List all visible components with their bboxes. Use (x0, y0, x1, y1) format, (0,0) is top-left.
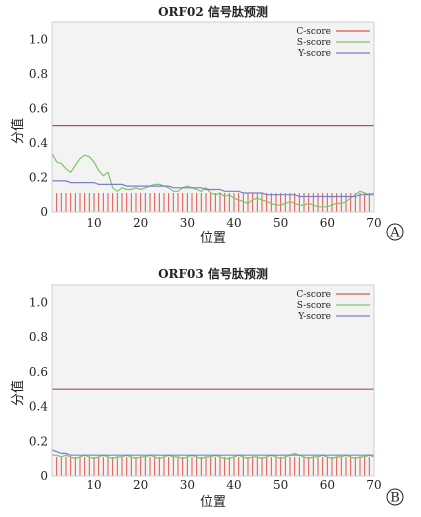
legend-label: Y-score (297, 312, 331, 322)
plot-frame (51, 284, 375, 477)
x-tick-label: 40 (226, 478, 241, 492)
y-tick-label: 0.6 (29, 101, 48, 115)
x-tick-label: 30 (180, 478, 195, 492)
y-tick-label: 1.0 (29, 32, 48, 46)
panel-mark-circle (386, 223, 404, 241)
y-axis-label: 分值 (10, 380, 26, 406)
y-tick-label: 0 (40, 469, 48, 483)
x-tick-label: 50 (273, 478, 288, 492)
chart-panel-B: ORF03 信号肽预测 0 0.2 0.4 0.6 0.8 1.0 10 20 30 40 50 60 7… (10, 266, 404, 510)
x-tick-label: 70 (366, 216, 381, 230)
legend-label: S-score (297, 38, 331, 48)
y-tick-label: 1.0 (29, 295, 48, 309)
legend-label: S-score (297, 301, 331, 311)
x-tick-label: 60 (320, 216, 335, 230)
plot-area (52, 285, 374, 476)
chart-title: ORF03 信号肽预测 (158, 266, 268, 281)
legend-label: Y-score (297, 49, 331, 59)
panel-mark-circle (386, 488, 404, 506)
x-tick-label: 40 (226, 216, 241, 230)
y-tick-label: 0.4 (29, 400, 48, 414)
legend-label: C-score (296, 27, 331, 37)
plot-frame (51, 21, 375, 213)
s-score-line (52, 452, 375, 460)
y-tick-label: 0.8 (29, 67, 48, 81)
y-tick-label: 0.8 (29, 330, 48, 344)
y-tick-label: 0 (40, 205, 48, 219)
x-axis-label: 位置 (200, 231, 226, 246)
y-axis-label: 分值 (10, 118, 26, 144)
x-axis-label: 位置 (200, 495, 226, 510)
x-tick-label: 30 (180, 216, 195, 230)
panel-label: B (390, 491, 400, 506)
y-tick-label: 0.2 (29, 434, 48, 448)
x-tick-label: 20 (133, 216, 148, 230)
legend-label: C-score (296, 290, 331, 300)
x-tick-label: 20 (133, 478, 148, 492)
s-score-line (51, 153, 375, 208)
y-score-line (52, 180, 374, 198)
x-tick-label: 10 (86, 478, 101, 492)
y-score-line (51, 449, 374, 456)
chart-panel-A: ORF02 信号肽预测 0 0.2 0.4 0.6 0.8 1.0 10 20 30 40 50 60 7… (10, 4, 404, 246)
c-score-bars (51, 193, 375, 212)
c-score-bars (51, 456, 375, 476)
y-tick-label: 0.4 (29, 136, 48, 150)
x-tick-label: 60 (320, 478, 335, 492)
x-tick-label: 10 (86, 216, 101, 230)
y-tick-label: 0.2 (29, 170, 48, 184)
plot-area (52, 22, 374, 212)
y-tick-label: 0.6 (29, 365, 48, 379)
panel-label: A (389, 226, 400, 241)
chart-title: ORF02 信号肽预测 (158, 4, 268, 19)
x-tick-label: 50 (273, 216, 288, 230)
x-tick-label: 70 (366, 478, 381, 492)
